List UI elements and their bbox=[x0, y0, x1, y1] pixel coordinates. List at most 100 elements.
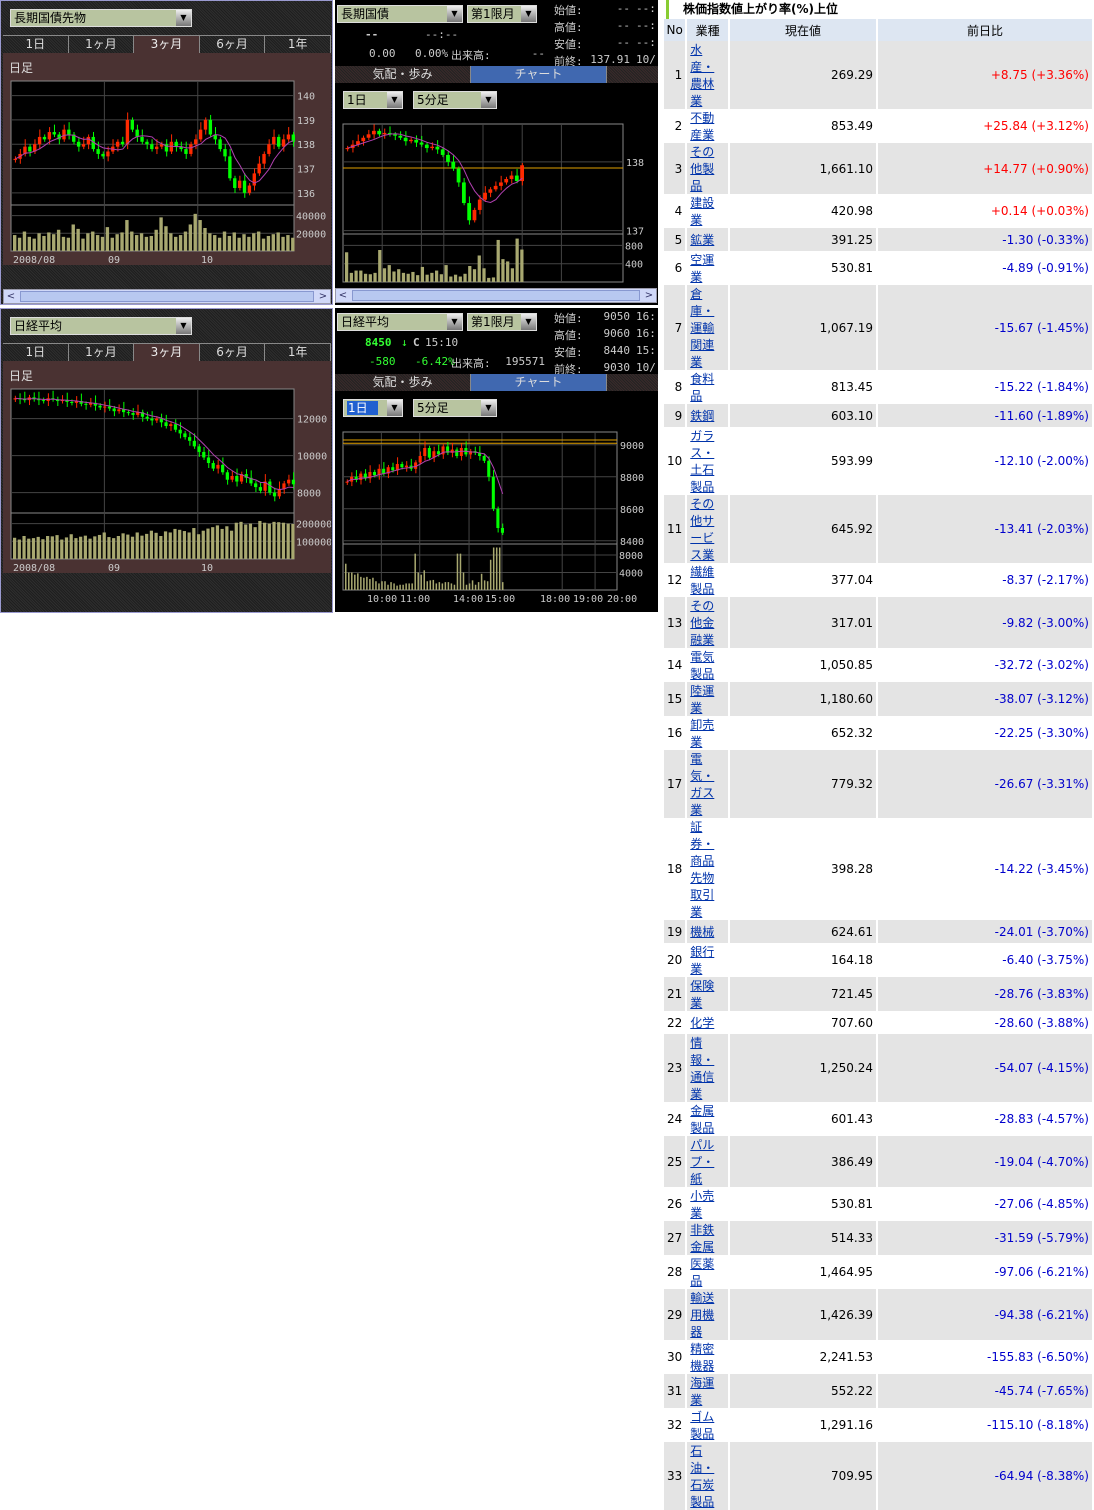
scroll-right-icon[interactable]: > bbox=[318, 291, 328, 302]
chevron-down-icon[interactable]: ▼ bbox=[176, 318, 191, 334]
sector-link[interactable]: 輸送用機器 bbox=[690, 1291, 715, 1339]
sector-link[interactable]: 金属製品 bbox=[690, 1104, 715, 1135]
chevron-down-icon[interactable]: ▼ bbox=[481, 400, 496, 416]
sector-link[interactable]: その他金融業 bbox=[690, 599, 715, 647]
period-select[interactable]: 1日 ▼ bbox=[343, 399, 403, 417]
instrument-select[interactable]: 日経平均 ▼ bbox=[10, 317, 192, 335]
sector-link[interactable]: 繊維製品 bbox=[690, 565, 715, 596]
chevron-down-icon[interactable]: ▼ bbox=[521, 6, 536, 22]
candle-body bbox=[13, 398, 17, 400]
candle-body bbox=[159, 144, 164, 147]
bar-interval-select[interactable]: 5分足 ▼ bbox=[413, 91, 497, 109]
sector-link[interactable]: 倉庫・運輸関連業 bbox=[690, 287, 715, 369]
sector-link[interactable]: 水産・農林業 bbox=[690, 43, 715, 108]
sector-link[interactable]: 保険業 bbox=[690, 979, 715, 1010]
tab-6m[interactable]: 6ヶ月 bbox=[199, 343, 266, 361]
chevron-down-icon[interactable]: ▼ bbox=[447, 314, 462, 330]
instrument-select[interactable]: 長期国債先物 ▼ bbox=[10, 9, 192, 27]
horizontal-scrollbar[interactable]: < > bbox=[3, 289, 331, 304]
chevron-down-icon[interactable]: ▼ bbox=[387, 400, 402, 416]
contract-month-select[interactable]: 第1限月 ▼ bbox=[467, 5, 537, 23]
candle-body bbox=[126, 412, 130, 414]
quote-time: --: bbox=[636, 2, 656, 15]
chevron-down-icon[interactable]: ▼ bbox=[481, 92, 496, 108]
scroll-right-icon[interactable]: > bbox=[644, 290, 654, 301]
tab-6m[interactable]: 6ヶ月 bbox=[199, 35, 266, 53]
scroll-left-icon[interactable]: < bbox=[338, 290, 348, 301]
tab-1m[interactable]: 1ヶ月 bbox=[68, 343, 135, 361]
sector-link[interactable]: 石油・石炭製品 bbox=[690, 1444, 715, 1509]
sector-link[interactable]: その他製品 bbox=[690, 145, 715, 193]
y-tick-label: 8000 bbox=[297, 489, 321, 500]
period-select[interactable]: 1日 ▼ bbox=[343, 91, 403, 109]
chevron-down-icon[interactable]: ▼ bbox=[176, 10, 191, 26]
sector-cell: 陸運業 bbox=[687, 682, 728, 716]
quote-panel-jgb: 長期国債 ▼ 第1限月 ▼ -- --:-- 0.00 0.00% 出来高: -- 始… bbox=[335, 0, 658, 305]
contract-month-select[interactable]: 第1限月 ▼ bbox=[467, 313, 537, 331]
sector-link[interactable]: 医薬品 bbox=[690, 1257, 715, 1288]
scroll-left-icon[interactable]: < bbox=[6, 291, 16, 302]
tab-1y[interactable]: 1年 bbox=[265, 343, 331, 361]
tab-3m[interactable]: 3ヶ月 bbox=[134, 343, 200, 361]
candle-body bbox=[472, 209, 477, 221]
change-value: -4.89 bbox=[1002, 261, 1034, 275]
tab-quotes[interactable]: 気配・歩み bbox=[335, 374, 471, 391]
tab-chart[interactable]: チャート bbox=[471, 66, 607, 83]
volume-bar bbox=[110, 237, 114, 251]
sector-link[interactable]: 証券・商品先物取引業 bbox=[690, 820, 715, 919]
sector-link[interactable]: 電気・ガス業 bbox=[690, 752, 715, 817]
volume-bar bbox=[357, 573, 359, 590]
sector-link[interactable]: 卸売業 bbox=[690, 718, 715, 749]
tab-chart[interactable]: チャート bbox=[471, 374, 607, 391]
volume-tick-label: 200000 bbox=[296, 520, 331, 531]
candle-body bbox=[272, 136, 276, 145]
chevron-down-icon[interactable]: ▼ bbox=[447, 6, 462, 22]
instrument-select[interactable]: 日経平均 ▼ bbox=[337, 313, 463, 331]
instrument-select[interactable]: 長期国債 ▼ bbox=[337, 5, 463, 23]
tab-1y[interactable]: 1年 bbox=[265, 35, 331, 53]
tab-3m[interactable]: 3ヶ月 bbox=[134, 35, 200, 53]
table-row: 3 その他製品 1,661.10 +14.77 (+0.90%) bbox=[664, 143, 1092, 194]
volume-bar bbox=[456, 553, 459, 590]
sector-link[interactable]: その他サービス業 bbox=[690, 497, 715, 562]
sector-link[interactable]: 電気製品 bbox=[690, 650, 715, 681]
sector-link[interactable]: パルプ・紙 bbox=[690, 1138, 715, 1186]
sector-link[interactable]: 小売業 bbox=[690, 1189, 715, 1220]
sector-link[interactable]: 鉱業 bbox=[690, 233, 715, 247]
sector-link[interactable]: 化学 bbox=[690, 1016, 715, 1030]
sector-link[interactable]: 食料品 bbox=[690, 372, 715, 403]
sector-link[interactable]: 海運業 bbox=[690, 1376, 715, 1407]
sector-link[interactable]: 建設業 bbox=[690, 196, 715, 227]
sector-link[interactable]: 機械 bbox=[690, 925, 715, 939]
sector-link[interactable]: ゴム製品 bbox=[690, 1410, 715, 1441]
chevron-down-icon[interactable]: ▼ bbox=[387, 92, 402, 108]
candle-body bbox=[188, 437, 192, 441]
volume-bar bbox=[107, 537, 111, 559]
sector-link[interactable]: 不動産業 bbox=[690, 111, 715, 142]
candle-body bbox=[65, 400, 69, 402]
scroll-thumb[interactable] bbox=[352, 290, 640, 301]
volume-bar bbox=[125, 220, 129, 251]
sector-link[interactable]: 精密機器 bbox=[690, 1342, 715, 1373]
chevron-down-icon[interactable]: ▼ bbox=[521, 314, 536, 330]
scroll-thumb[interactable] bbox=[20, 291, 314, 302]
tab-quotes[interactable]: 気配・歩み bbox=[335, 66, 471, 83]
sector-link[interactable]: 鉄鋼 bbox=[690, 409, 715, 423]
sector-link[interactable]: 銀行業 bbox=[690, 945, 715, 976]
sector-link[interactable]: 空運業 bbox=[690, 253, 715, 284]
quote-value: 9060 bbox=[603, 327, 631, 340]
tab-1d[interactable]: 1日 bbox=[3, 35, 69, 53]
volume-bar bbox=[102, 532, 106, 559]
bar-interval-select[interactable]: 5分足 ▼ bbox=[413, 399, 497, 417]
horizontal-scrollbar[interactable]: < > bbox=[335, 288, 657, 303]
candle-body bbox=[391, 467, 395, 471]
candle-body bbox=[121, 409, 126, 413]
volume-bar bbox=[462, 572, 465, 590]
tab-1m[interactable]: 1ヶ月 bbox=[68, 35, 135, 53]
sector-link[interactable]: 陸運業 bbox=[690, 684, 715, 715]
sector-link[interactable]: ガラス・土石製品 bbox=[690, 429, 715, 494]
tab-1d[interactable]: 1日 bbox=[3, 343, 69, 361]
sector-link[interactable]: 情報・通信業 bbox=[690, 1036, 715, 1101]
sector-link[interactable]: 非鉄金属 bbox=[690, 1223, 715, 1254]
candle-body bbox=[276, 136, 281, 147]
